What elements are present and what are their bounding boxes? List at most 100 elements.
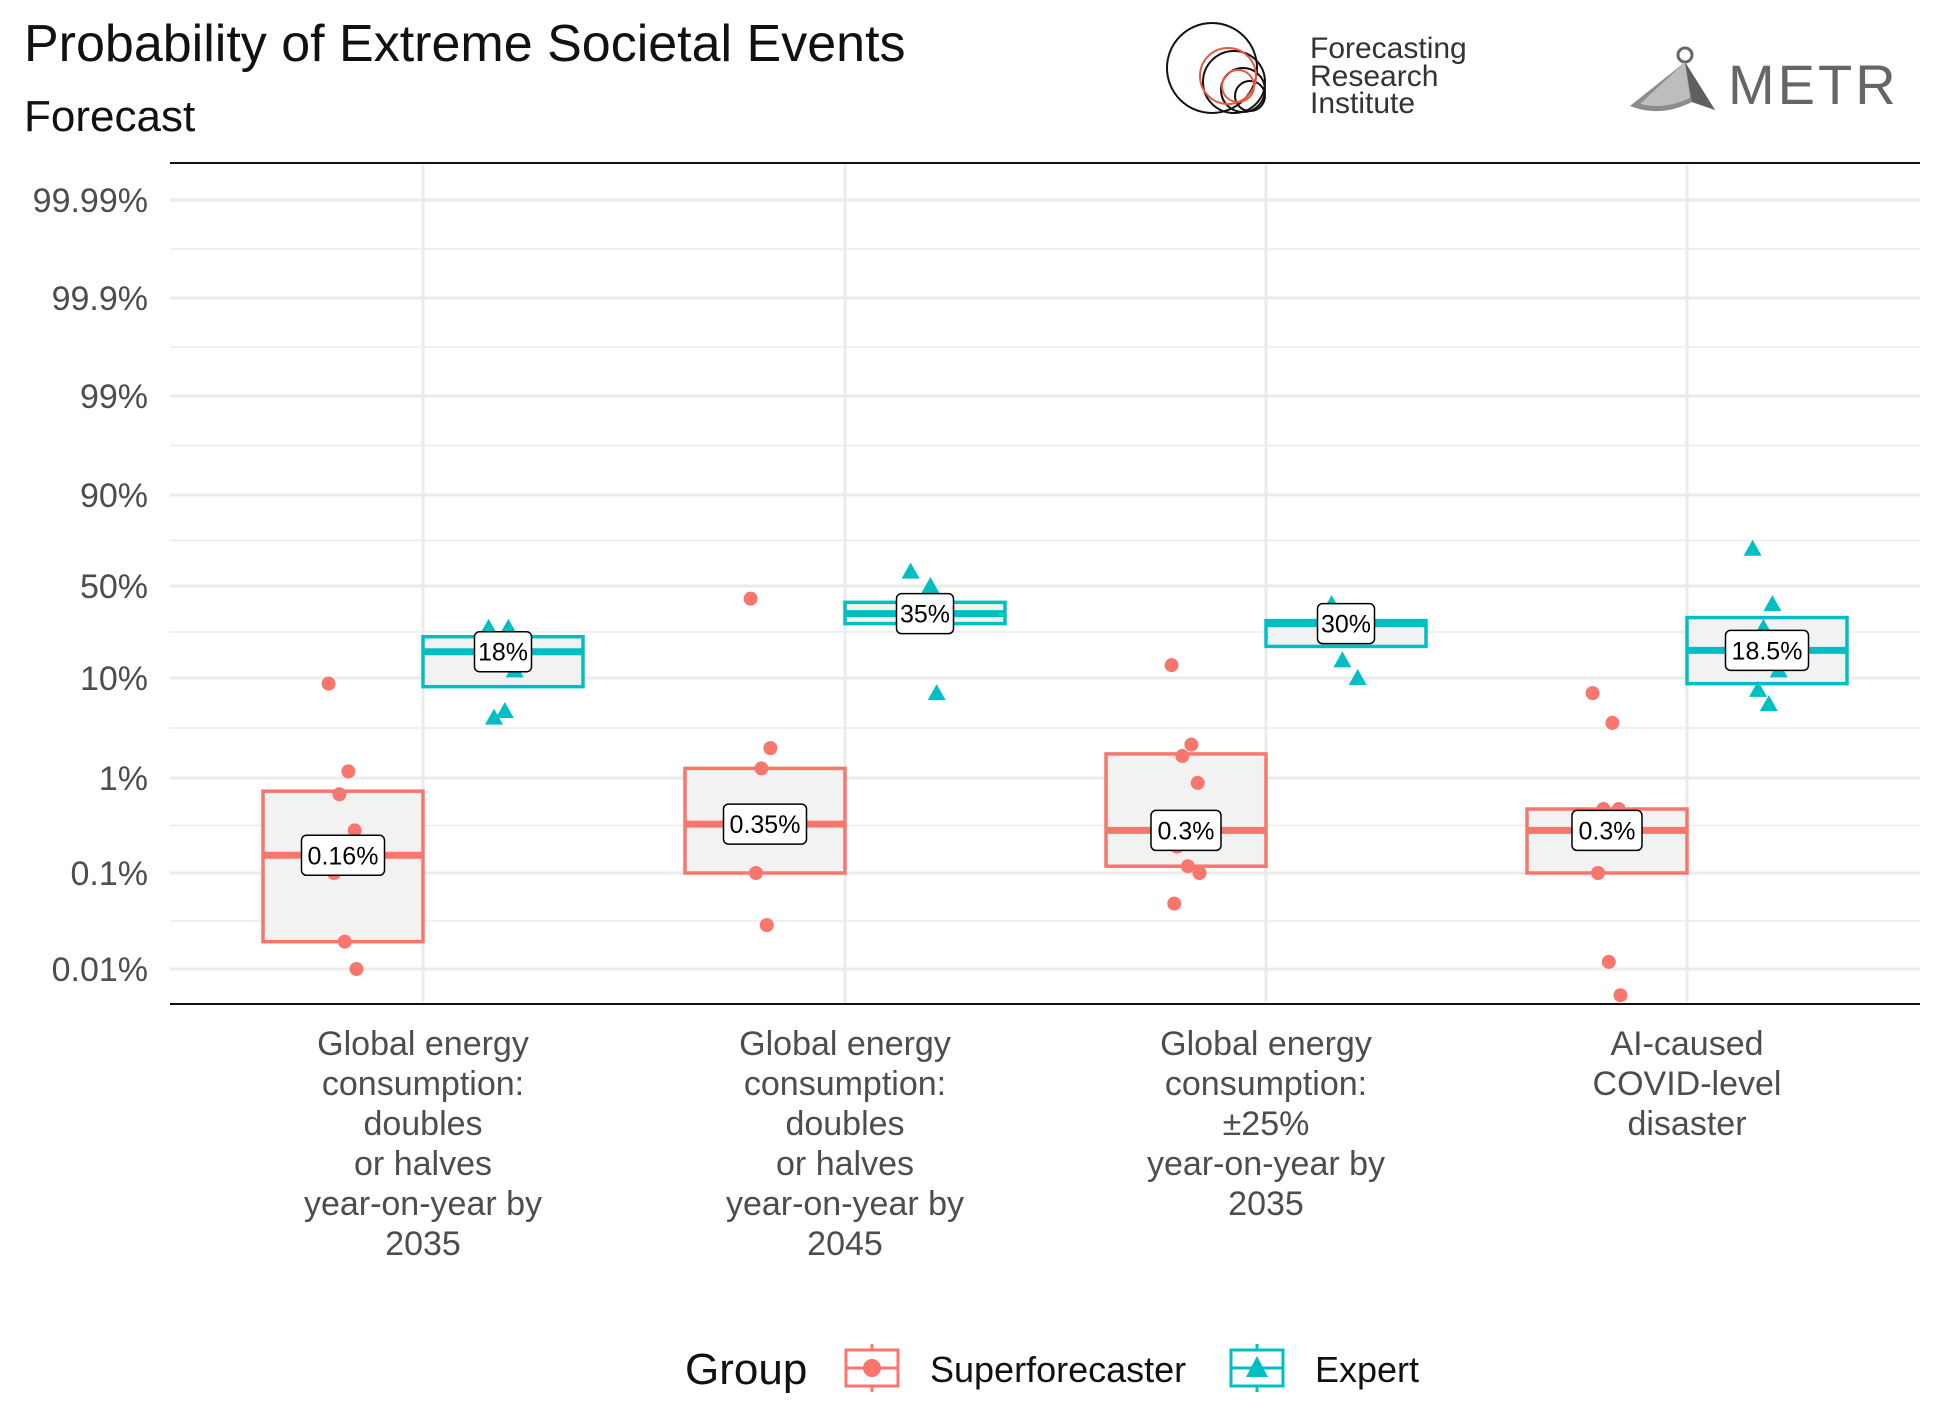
superforecaster-median-label: 0.3% [1579, 817, 1636, 845]
x-tick-label-line: consumption: [322, 1065, 524, 1103]
expert-point [495, 701, 514, 718]
superforecaster-point [749, 866, 763, 880]
x-tick-label-line: Global energy [317, 1025, 529, 1063]
y-tick-label: 1% [99, 760, 148, 798]
expert-median-label: 30% [1321, 611, 1371, 639]
superforecaster-group-0: 0.16% [261, 676, 425, 976]
x-tick-label-line: doubles [785, 1105, 904, 1143]
superforecaster-point [349, 962, 364, 976]
legend: Group Superforecaster Expert [685, 1344, 1419, 1394]
svg-text:METR: METR [1728, 53, 1899, 116]
superforecaster-point [1175, 749, 1190, 764]
expert-point [485, 708, 503, 725]
superforecaster-point [1591, 866, 1605, 880]
expert-point [1749, 680, 1767, 697]
superforecaster-point [1585, 686, 1600, 701]
y-tick-label: 0.1% [71, 855, 149, 893]
superforecaster-median-label: 0.35% [730, 811, 801, 839]
superforecaster-group-1: 0.35% [683, 591, 847, 933]
y-tick-label: 0.01% [52, 951, 148, 989]
x-tick-label-line: year-on-year by [726, 1185, 964, 1223]
expert-point [1333, 651, 1352, 668]
chart-subtitle: Forecast [24, 92, 196, 141]
fri-line3: Institute [1310, 87, 1415, 120]
superforecaster-point [763, 741, 778, 756]
expert-point [901, 562, 920, 579]
superforecaster-point [347, 823, 362, 838]
x-tick-label-line: COVID-level [1593, 1065, 1782, 1103]
superforecaster-point [341, 764, 356, 779]
superforecaster-point [321, 676, 336, 691]
x-tick-label-line: Global energy [739, 1025, 951, 1063]
expert-point [1763, 595, 1782, 612]
x-tick-label-line: or halves [354, 1145, 492, 1183]
x-tick-label-line: disaster [1627, 1105, 1746, 1143]
superforecaster-median-label-box [1150, 809, 1222, 852]
expert-point [1759, 695, 1778, 712]
fri-line2: Research [1310, 60, 1438, 93]
y-tick-label: 99.99% [33, 182, 148, 220]
legend-title: Group [685, 1345, 807, 1394]
expert-median-label: 35% [900, 601, 950, 629]
expert-group-0: 18% [421, 618, 585, 725]
y-tick-label: 10% [80, 660, 148, 698]
x-tick-label-line: 2035 [385, 1225, 461, 1263]
x-tick-label-line: ±25% [1223, 1105, 1310, 1143]
expert-median-label-box [1316, 602, 1376, 645]
expert-median-label-box [473, 630, 533, 673]
expert-group-1: 35% [843, 562, 1007, 701]
svg-text:Forecasting: Forecasting [1310, 32, 1467, 65]
legend-key-point [1246, 1356, 1268, 1377]
y-tick-label: 90% [80, 477, 148, 515]
superforecaster-point [1605, 715, 1620, 730]
metr-wordmark: METR [1728, 53, 1899, 116]
superforecaster-median-label-box [300, 834, 386, 877]
x-tick-label-line: year-on-year by [1147, 1145, 1385, 1183]
superforecaster-point [743, 591, 758, 606]
superforecaster-group-2: 0.3% [1104, 658, 1268, 911]
x-tick-label-line: Global energy [1160, 1025, 1372, 1063]
expert-group-2: 30% [1264, 595, 1428, 685]
legend-key-point [863, 1359, 881, 1377]
svg-text:Research: Research [1310, 60, 1438, 93]
superforecaster-group-3: 0.3% [1525, 686, 1689, 1003]
metr-logo: METR [1630, 46, 1899, 116]
chart-title: Probability of Extreme Societal Events [24, 15, 906, 73]
fri-line1: Forecasting [1310, 32, 1467, 65]
expert-median-label-box [1724, 629, 1810, 672]
expert-point [927, 684, 946, 701]
fri-logo: Forecasting Research Institute [1166, 22, 1467, 120]
y-tick-label: 99% [80, 378, 148, 416]
superforecaster-point [1613, 988, 1628, 1003]
x-tick-label-line: 2045 [807, 1225, 883, 1263]
superforecaster-point [1184, 737, 1199, 752]
superforecaster-point [1180, 859, 1195, 874]
expert-median-label: 18.5% [1732, 637, 1803, 665]
x-tick-label-line: consumption: [1165, 1065, 1367, 1103]
superforecaster-median-label: 0.3% [1158, 817, 1215, 845]
plot-area: 0.16% 18% 0.35% 35% 0.3% 30% 0.3% 18.5% [261, 539, 1849, 1003]
x-tick-label-line: or halves [776, 1145, 914, 1183]
expert-point [1743, 539, 1762, 556]
superforecaster-median-label: 0.16% [308, 842, 379, 870]
superforecaster-median-label-box [1571, 809, 1643, 852]
expert-point [499, 618, 518, 635]
x-tick-label-line: AI-caused [1610, 1025, 1763, 1063]
superforecaster-point [759, 918, 774, 933]
expert-point [1348, 669, 1367, 685]
expert-point [921, 577, 940, 593]
expert-median-label-box [895, 592, 955, 635]
x-tick-label-line: consumption: [744, 1065, 946, 1103]
x-tick-label-line: year-on-year by [304, 1185, 542, 1223]
expert-group-3: 18.5% [1685, 539, 1849, 712]
superforecaster-point [337, 934, 352, 949]
superforecaster-point [332, 787, 347, 802]
x-tick-label-line: 2035 [1228, 1185, 1304, 1223]
legend-item-expert: Expert [1315, 1349, 1419, 1390]
y-tick-label: 50% [80, 568, 148, 606]
legend-item-superforecaster: Superforecaster [930, 1349, 1186, 1390]
superforecaster-point [754, 761, 769, 776]
svg-text:Institute: Institute [1310, 87, 1415, 120]
